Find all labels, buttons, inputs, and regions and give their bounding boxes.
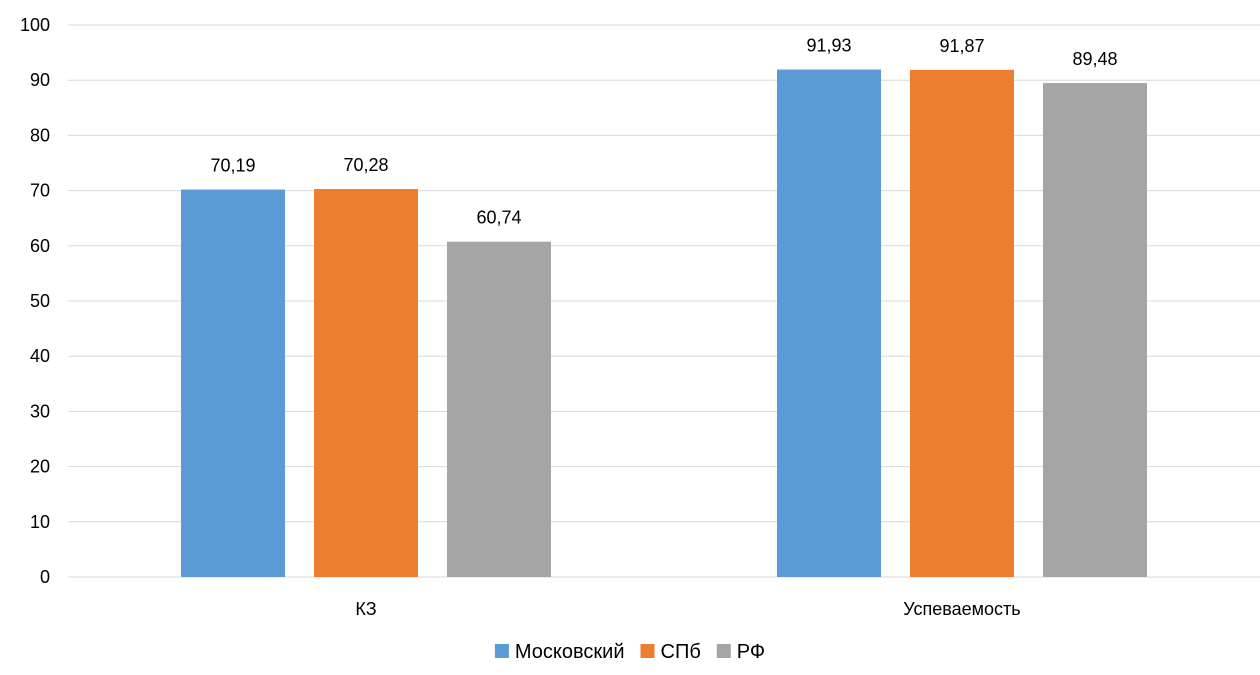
legend: Московский СПб РФ xyxy=(494,641,765,663)
y-tick-label: 30 xyxy=(30,401,50,421)
y-tick-label: 50 xyxy=(30,291,50,311)
data-label: 70,19 xyxy=(210,156,255,176)
y-tick-label: 10 xyxy=(30,512,50,532)
legend-label: СПб xyxy=(661,641,701,663)
bar xyxy=(1043,83,1147,577)
y-tick-label: 60 xyxy=(30,236,50,256)
y-axis-ticks: 0 10 20 30 40 50 60 70 80 90 100 xyxy=(20,15,50,587)
x-tick-label: Успеваемость xyxy=(903,599,1020,619)
x-tick-label: КЗ xyxy=(355,599,376,619)
y-tick-label: 0 xyxy=(40,567,50,587)
bar xyxy=(181,189,285,577)
y-tick-label: 80 xyxy=(30,125,50,145)
data-label: 89,48 xyxy=(1072,49,1117,69)
legend-swatch xyxy=(716,644,731,658)
bar xyxy=(447,241,551,577)
y-tick-label: 100 xyxy=(20,15,50,35)
legend-label: РФ xyxy=(737,641,765,663)
bar xyxy=(910,69,1014,578)
legend-swatch xyxy=(494,644,509,658)
bar xyxy=(314,189,418,578)
data-label: 91,93 xyxy=(806,36,851,56)
data-label: 60,74 xyxy=(476,208,521,228)
bars xyxy=(181,69,1147,578)
legend-swatch xyxy=(640,644,655,658)
y-tick-label: 70 xyxy=(30,181,50,201)
data-label: 91,87 xyxy=(939,36,984,56)
data-label: 70,28 xyxy=(343,155,388,175)
x-axis-ticks: КЗ Успеваемость xyxy=(355,599,1020,619)
data-labels: 70,19 70,28 60,74 91,93 91,87 89,48 xyxy=(210,36,1117,228)
y-tick-label: 90 xyxy=(30,70,50,90)
legend-label: Московский xyxy=(515,641,625,663)
bar xyxy=(777,69,881,578)
y-tick-label: 20 xyxy=(30,457,50,477)
y-tick-label: 40 xyxy=(30,346,50,366)
